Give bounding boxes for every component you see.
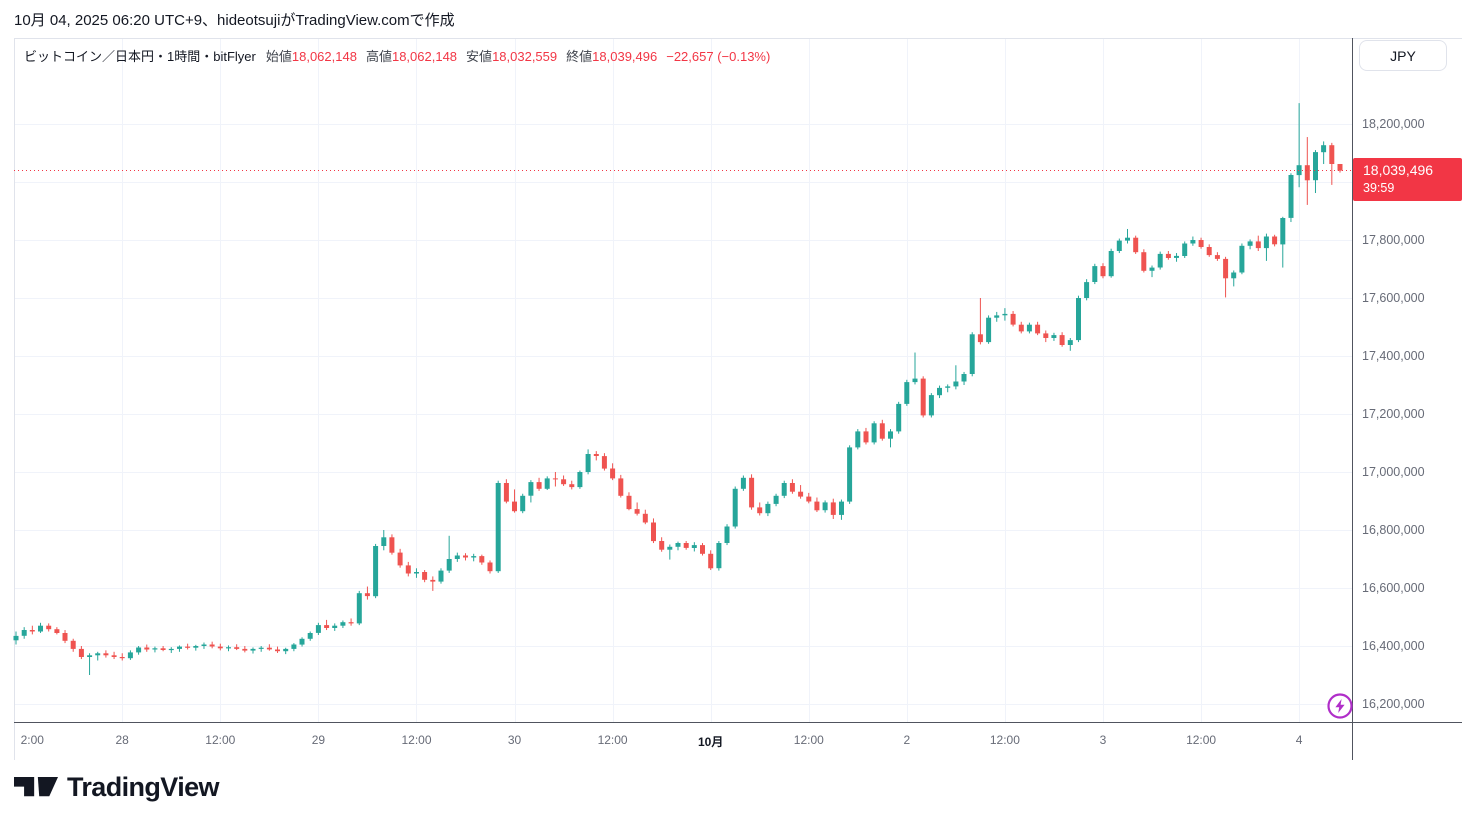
legend-close: 終値18,039,496: [566, 49, 658, 64]
price-axis-label: 17,000,000: [1362, 465, 1425, 479]
current-price-badge: 18,039,496 39:59: [1353, 158, 1462, 201]
symbol-title: ビットコイン／日本円・1時間・bitFlyer: [24, 49, 256, 64]
chart-legend: ビットコイン／日本円・1時間・bitFlyer 始値18,062,148 高値18,…: [24, 46, 770, 65]
time-axis-label: 12:00: [793, 733, 824, 747]
time-axis-label: 29: [311, 733, 326, 747]
time-axis-label: 4: [1295, 733, 1303, 747]
time-axis-label: 2: [903, 733, 911, 747]
axis-separators: [14, 38, 1462, 760]
currency-button[interactable]: JPY: [1359, 40, 1447, 71]
time-axis-label: 12:00: [597, 733, 628, 747]
time-axis-label: 12:00: [205, 733, 236, 747]
price-axis-label: 16,200,000: [1362, 697, 1425, 711]
price-axis-label: 17,200,000: [1362, 407, 1425, 421]
price-axis-label: 16,600,000: [1362, 581, 1425, 595]
legend-low: 安値18,032,559: [466, 49, 558, 64]
price-axis-label: 18,200,000: [1362, 117, 1425, 131]
price-axis-label: 16,400,000: [1362, 639, 1425, 653]
time-axis-label: 12:00: [1186, 733, 1217, 747]
tradingview-logo-text: TradingView: [67, 772, 220, 802]
widget-border: [14, 38, 1462, 760]
time-axis-label: 2:00: [20, 733, 44, 747]
tradingview-logo-icon: [14, 776, 58, 796]
time-axis-label: 28: [115, 733, 129, 747]
price-axis-label: 17,600,000: [1362, 291, 1425, 305]
grid: [14, 38, 1352, 722]
time-axis-label: 3: [1099, 733, 1107, 747]
time-axis-label: 12:00: [401, 733, 432, 747]
bar-countdown: 39:59: [1363, 181, 1395, 195]
tradingview-logo[interactable]: TradingView: [14, 772, 220, 803]
time-axis-label: 10月: [698, 735, 724, 749]
price-axis-label: 17,400,000: [1362, 349, 1425, 363]
price-axis-label: 16,800,000: [1362, 523, 1425, 537]
legend-high: 高値18,062,148: [365, 49, 458, 64]
current-price-value: 18,039,496: [1363, 162, 1434, 178]
attribution-text: 10月 04, 2025 06:20 UTC+9、hideotsujiがTrad…: [14, 12, 455, 29]
legend-open: 始値18,062,148: [265, 49, 357, 64]
boost-lightning-icon[interactable]: [1326, 692, 1354, 720]
time-axis-label: 12:00: [989, 733, 1020, 747]
candlestick-series: [13, 103, 1343, 675]
legend-change: −22,657 (−0.13%): [666, 49, 771, 64]
time-axis-label: 30: [507, 733, 522, 747]
price-axis-label: 17,800,000: [1362, 233, 1425, 247]
